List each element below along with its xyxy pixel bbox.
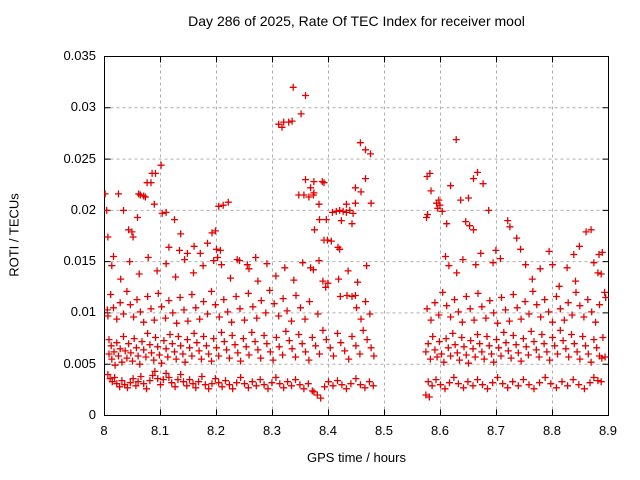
x-tick-label: 8.6 (430, 423, 450, 438)
x-tick-label: 8.1 (150, 423, 170, 438)
y-tick-label: 0.03 (70, 99, 96, 115)
chart-title: Day 286 of 2025, Rate Of TEC Index for r… (188, 13, 525, 29)
y-tick-label: 0.035 (63, 48, 96, 63)
x-tick-label: 8.3 (262, 423, 282, 438)
plot-area (104, 56, 609, 416)
y-tick-label: 0 (88, 407, 96, 422)
y-tick-label: 0.015 (63, 253, 96, 269)
x-axis-label: GPS time / hours (307, 450, 406, 465)
x-tick-label: 8.8 (542, 423, 562, 438)
x-tick-label: 8.2 (206, 423, 226, 438)
y-tick-label: 0.02 (70, 201, 96, 217)
y-tick-label: 0.01 (70, 304, 96, 320)
x-tick-label: 8.4 (318, 423, 338, 438)
x-tick-label: 8.5 (374, 423, 394, 438)
y-tick-label: 0.025 (63, 150, 96, 166)
y-tick-label: 0.005 (63, 355, 96, 371)
y-axis-label: ROTI / TECUs (6, 193, 22, 277)
x-tick-label: 8 (100, 423, 108, 438)
x-tick-label: 8.9 (598, 423, 618, 438)
x-tick-label: 8.7 (486, 423, 506, 438)
